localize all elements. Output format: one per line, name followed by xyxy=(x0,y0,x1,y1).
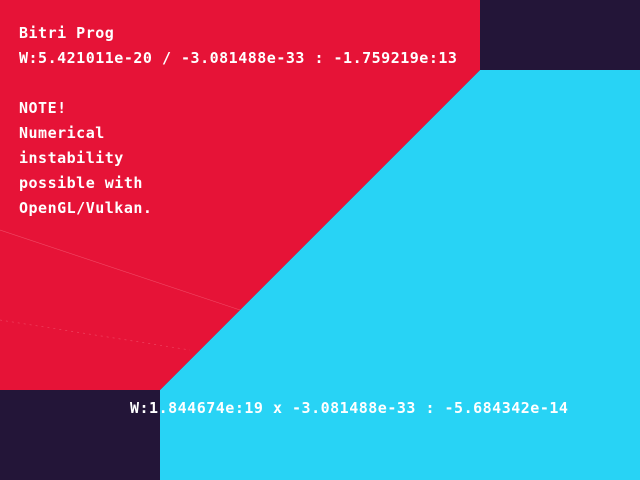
note-line: OpenGL/Vulkan. xyxy=(19,199,153,217)
red-triangle-region xyxy=(0,0,480,390)
top-readout: W:5.421011e-20 / -3.081488e-33 : -1.7592… xyxy=(19,49,458,67)
note-line: instability xyxy=(19,149,124,167)
note-line: Numerical xyxy=(19,124,105,142)
faint-line xyxy=(0,229,241,311)
bottom-readout: W:1.844674e:19 x -3.081488e-33 : -5.6843… xyxy=(130,399,569,417)
note-line: possible with xyxy=(19,174,143,192)
note-line: NOTE! xyxy=(19,99,67,117)
cyan-triangle-region xyxy=(160,70,640,480)
title-text: Bitri Prog xyxy=(19,24,115,42)
faint-line xyxy=(0,319,191,351)
